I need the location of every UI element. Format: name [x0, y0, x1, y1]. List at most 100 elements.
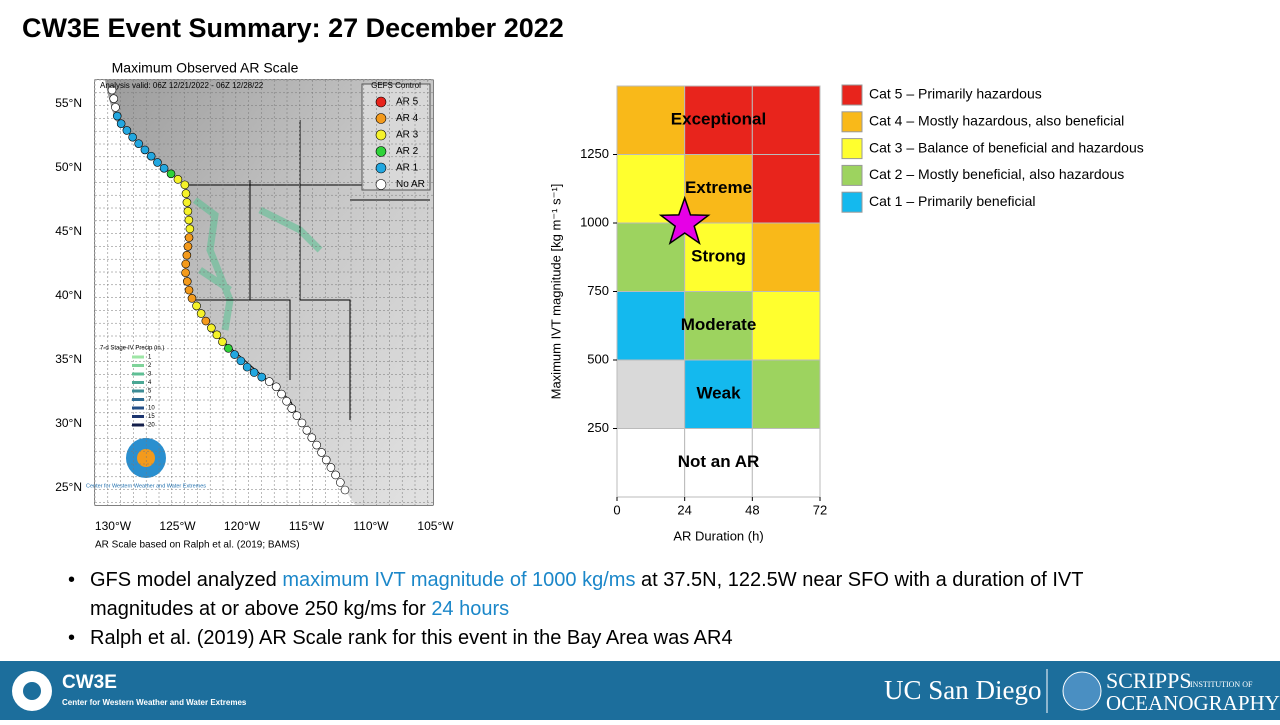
scale-cell [684, 359, 753, 429]
ar-dot [326, 463, 336, 472]
map-legend-label: AR 2 [396, 146, 419, 157]
ar-dot [317, 448, 326, 457]
ar-dot [184, 215, 194, 225]
precip-label: 20 [148, 423, 155, 429]
ar-dot [321, 455, 331, 465]
ar-dot [185, 224, 195, 234]
precip-label: 7 [148, 397, 152, 403]
map-footnote: AR Scale based on Ralph et al. (2019; BA… [95, 540, 300, 551]
lon-label: 130°W [95, 519, 132, 533]
ar-dot [201, 316, 211, 326]
map-subtitle: Analysis valid: 06Z 12/21/2022 - 06Z 12/… [100, 81, 264, 90]
legend-swatch [841, 138, 863, 160]
scale-cell [684, 154, 753, 224]
ar-dot [331, 470, 340, 480]
ar-dot [265, 377, 274, 386]
ar-dot [196, 309, 206, 318]
scale-cell [751, 85, 821, 155]
footer-art: CW3E Center for Western Weather and Wate… [12, 668, 1280, 715]
bullet: Ralph et al. (2019) AR Scale rank for th… [68, 624, 1188, 653]
lon-label: 110°W [353, 519, 389, 533]
ar-dot [277, 389, 286, 399]
precip-label: 3 [148, 372, 152, 378]
ar-dot [166, 169, 176, 179]
ar-dot [116, 119, 126, 128]
highlight-text: maximum IVT magnitude of 1000 kg/ms [282, 569, 636, 591]
lon-label: 125°W [159, 519, 196, 533]
ar-dot [182, 198, 192, 207]
slide-title: CW3E Event Summary: 27 December 2022 [22, 13, 564, 43]
precip-label: 15 [148, 414, 155, 420]
ar-dot [257, 372, 267, 382]
y-tick-label: 500 [587, 351, 609, 366]
scale-cell [751, 291, 821, 361]
ar-dot [146, 151, 156, 161]
scale-cell [684, 291, 753, 361]
footer-cw3e-sub: Center for Western Weather and Water Ext… [62, 698, 247, 707]
map-legend-dot [375, 96, 387, 108]
bullet: GFS model analyzed maximum IVT magnitude… [68, 566, 1188, 624]
scale-cell [616, 359, 686, 429]
legend-label: Cat 3 – Balance of beneficial and hazard… [869, 139, 1144, 155]
y-tick-label: 1000 [580, 214, 609, 229]
ar-dot [181, 268, 190, 278]
lon-label: 105°W [417, 519, 454, 533]
ar-dot [224, 344, 233, 353]
highlight-text: 24 hours [431, 598, 510, 620]
ar-dot [336, 478, 345, 487]
legend-label: Cat 5 – Primarily hazardous [869, 86, 1042, 102]
precip-label: 10 [148, 406, 155, 412]
ar-dot [181, 259, 191, 269]
ar-dot [182, 277, 192, 286]
ar-dot [107, 85, 117, 95]
lon-label: 115°W [289, 519, 325, 533]
ar-dot [140, 145, 150, 155]
map-legend-label: No AR [396, 179, 425, 190]
lon-label: 120°W [224, 519, 261, 533]
map-legend-dot [375, 129, 387, 141]
ar-dot [292, 411, 302, 420]
x-tick-label: 0 [613, 502, 620, 517]
zone-label: Strong [691, 247, 746, 266]
footer-ucsd: UC San Diego [884, 675, 1042, 705]
footer-institution: INSTITUTION OF [1190, 680, 1253, 689]
scale-cell [751, 428, 821, 498]
map-legend-dot [375, 179, 387, 190]
map-legend-box [361, 83, 431, 191]
x-tick-label: 72 [813, 502, 827, 517]
cw3e-footer-logo-drop [23, 682, 41, 700]
ar-dot [183, 206, 193, 216]
ar-dot [207, 323, 216, 333]
ar-dot [109, 94, 119, 103]
footer-scripps: SCRIPPS [1106, 668, 1192, 693]
map-legend-dot [375, 146, 387, 157]
cw3e-logo-drop [137, 449, 155, 467]
map-legend-label: AR 5 [396, 97, 419, 108]
ar-dot [159, 163, 169, 173]
ar-dot [297, 418, 307, 428]
ar-dot [128, 132, 137, 142]
map-legend-title: GEFS Control [371, 81, 421, 90]
y-tick-label: 1250 [580, 146, 609, 161]
ar-dot [112, 111, 122, 121]
legend-label: Cat 1 – Primarily beneficial [869, 193, 1036, 209]
ar-dot [173, 175, 183, 184]
legend-label: Cat 4 – Mostly hazardous, also beneficia… [869, 113, 1124, 129]
scale-cell [616, 291, 686, 361]
precip-legend-title: 7-d Stage-IV Precip (in.) [100, 346, 164, 352]
ar-dot [287, 404, 297, 413]
y-tick-label: 250 [587, 420, 609, 435]
lat-label: 35°N [55, 352, 82, 366]
ar-dot [182, 250, 192, 260]
ar-dot [242, 362, 252, 372]
x-tick-label: 48 [745, 502, 759, 517]
ar-dot [218, 337, 227, 347]
lat-label: 40°N [55, 288, 82, 302]
scale-cell [751, 154, 821, 224]
ar-dot [187, 294, 197, 303]
y-axis-label: Maximum IVT magnitude [kg m⁻¹ s⁻¹] [548, 184, 563, 400]
map-legend-label: AR 3 [396, 130, 419, 141]
zone-label: Not an AR [678, 452, 760, 471]
footer: CW3E Center for Western Weather and Wate… [0, 661, 1280, 720]
